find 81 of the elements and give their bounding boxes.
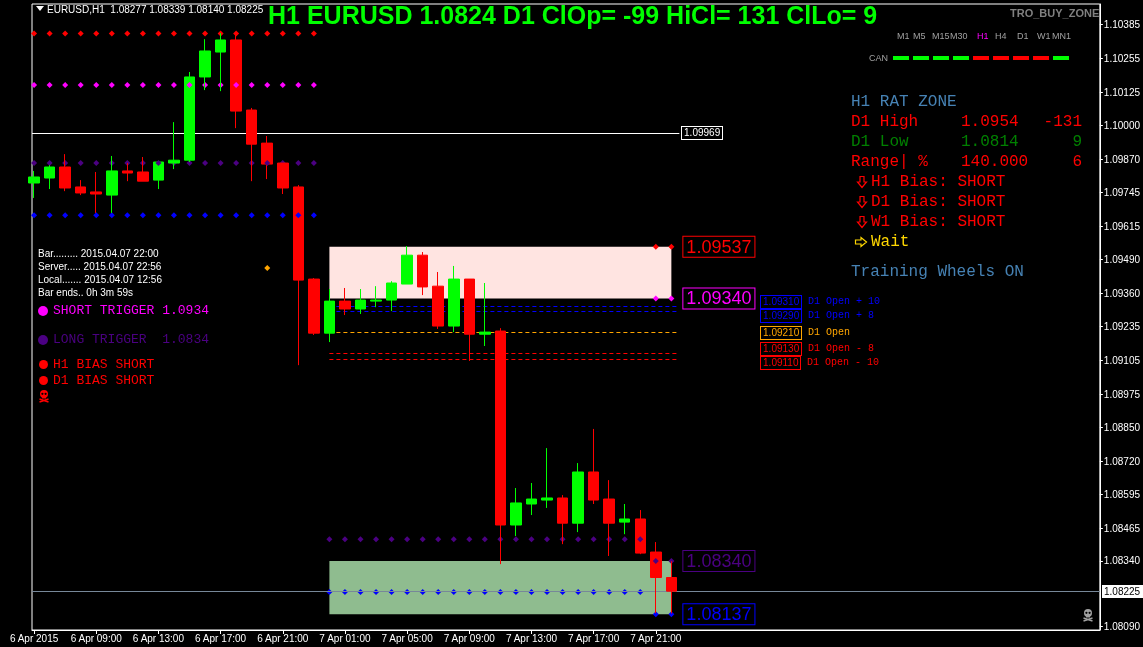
annotation: D1: [1017, 30, 1029, 42]
y-tick-label: 1.10125: [1103, 86, 1141, 98]
annotation: Local....... 2015.04.07 12:56: [38, 274, 162, 286]
annotation: Range| %: [851, 153, 928, 171]
annotation: CAN: [869, 52, 889, 64]
annotation: H1 BIAS SHORT: [53, 356, 155, 372]
y-tick-label: 1.08090: [1103, 621, 1141, 633]
annotation: Training Wheels ON: [851, 263, 1024, 281]
y-tick-label: 1.08850: [1103, 421, 1141, 433]
annotation: M1: [897, 30, 910, 42]
data-label: 1.09537: [686, 236, 752, 257]
y-tick-label: 1.09615: [1103, 220, 1141, 232]
text: LONG TRIGGER 1.0834: [53, 332, 210, 347]
annotation: 1.0954: [961, 113, 1019, 131]
x-tick-label: 7 Apr 17:00: [568, 632, 620, 644]
x-tick-label: 7 Apr 05:00: [381, 632, 434, 644]
ref-line-label: 1.09969: [681, 126, 724, 141]
annotation: H4: [995, 30, 1007, 42]
y-tick-label: 1.09105: [1103, 354, 1141, 366]
y-tick-label: 1.10385: [1103, 18, 1141, 30]
annotation: M15: [932, 30, 950, 42]
text: SHORT TRIGGER 1.0934: [53, 303, 210, 318]
ref-line-label: 1.09310: [760, 295, 803, 309]
ref-line-label: 1.09130: [760, 342, 803, 357]
annotation: D1 Open: [808, 326, 851, 339]
annotation: D1 BIAS SHORT: [53, 372, 155, 388]
annotation: M30: [950, 30, 968, 42]
annotation: -131: [1043, 113, 1082, 131]
x-tick-label: 7 Apr 13:00: [505, 632, 558, 644]
ref-line-label: 1.09110: [760, 356, 802, 371]
annotation: TRO_BUY_ZONE: [1010, 6, 1100, 20]
ref-line-label: 1.09290: [760, 309, 803, 323]
annotation: W1: [1037, 30, 1051, 42]
annotation: Bar ends.. 0h 3m 59s: [38, 287, 134, 299]
annotation: W1 Bias: SHORT: [871, 213, 1006, 231]
annotation: D1 High: [851, 113, 919, 131]
chart-subtitle: EURUSD,H1 1.08277 1.08339 1.08140 1.08225: [47, 3, 264, 15]
annotation: Wait: [871, 233, 910, 251]
x-tick-label: 7 Apr 09:00: [443, 632, 496, 644]
y-tick-label: 1.09235: [1103, 320, 1141, 332]
y-tick-label: 1.09490: [1103, 253, 1141, 265]
annotation: M5: [913, 30, 926, 42]
annotation: D1 Open - 10: [807, 357, 880, 370]
x-tick-label: 6 Apr 13:00: [132, 632, 185, 644]
annotation: D1 Bias: SHORT: [871, 193, 1006, 211]
annotation: H1 Bias: SHORT: [871, 173, 1006, 191]
y-tick-label: 1.09360: [1103, 287, 1141, 299]
annotation: Server..... 2015.04.07 22:56: [38, 261, 162, 273]
annotation: 140.000: [961, 153, 1029, 171]
x-tick-label: 6 Apr 17:00: [195, 632, 247, 644]
x-tick-label: 7 Apr 01:00: [319, 632, 371, 644]
annotation: D1 Open - 8: [808, 343, 875, 356]
data-label: 1.09340: [686, 288, 752, 309]
annotation: MN1: [1052, 30, 1072, 42]
annotation: H1: [977, 30, 989, 42]
annotation: H1 RAT ZONE: [851, 93, 957, 111]
annotation: D1 Open + 10: [808, 296, 881, 308]
x-tick-label: 7 Apr 21:00: [630, 632, 682, 644]
annotation: 6: [1072, 153, 1082, 171]
y-tick-label: 1.08595: [1103, 488, 1141, 500]
ref-line-label: 1.08225: [1102, 584, 1143, 598]
y-tick-label: 1.09745: [1103, 186, 1141, 198]
annotation: D1 Low: [851, 133, 909, 151]
x-tick-label: 6 Apr 09:00: [70, 632, 123, 644]
ref-line-label: 1.09210: [760, 325, 803, 340]
y-tick-label: 1.08975: [1103, 388, 1141, 400]
y-tick-label: 1.09870: [1103, 153, 1141, 165]
annotation: 9: [1072, 133, 1082, 151]
data-label: 1.08340: [686, 550, 752, 571]
annotation: D1 Open + 8: [808, 310, 875, 322]
annotation: Bar......... 2015.04.07 22:00: [38, 248, 159, 260]
y-tick-label: 1.08340: [1103, 555, 1141, 567]
y-tick-label: 1.10000: [1103, 119, 1141, 131]
chart-title: H1 EURUSD 1.0824 D1 ClOp= -99 HiCl= 131 ClLo= 9: [268, 0, 878, 29]
y-tick-label: 1.08720: [1103, 455, 1141, 467]
annotation: 1.0814: [961, 133, 1019, 151]
data-label: 1.08137: [686, 604, 752, 625]
x-tick-label: 6 Apr 21:00: [257, 632, 309, 644]
y-tick-label: 1.10255: [1103, 52, 1141, 64]
y-tick-label: 1.08465: [1103, 522, 1141, 534]
x-tick-label: 6 Apr 2015: [9, 632, 59, 644]
